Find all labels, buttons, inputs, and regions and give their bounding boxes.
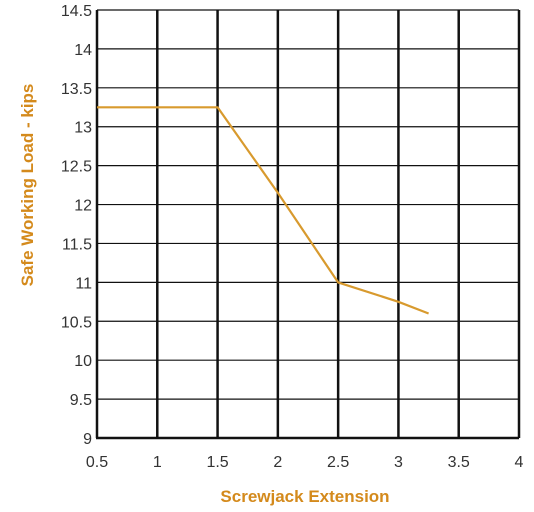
- x-axis-title: Screwjack Extension: [220, 487, 389, 506]
- y-tick-label: 9: [83, 431, 92, 448]
- x-tick-label: 1.5: [206, 454, 228, 471]
- y-tick-label: 10: [74, 353, 92, 370]
- x-tick-label: 2.5: [327, 454, 349, 471]
- x-tick-label: 3: [394, 454, 403, 471]
- y-tick-label: 14: [74, 42, 92, 59]
- y-tick-label: 14.5: [61, 3, 92, 20]
- y-tick-label: 12: [74, 198, 92, 215]
- y-tick-label: 11.5: [62, 236, 92, 253]
- grid: [97, 9, 521, 438]
- y-tick-label: 9.5: [70, 392, 92, 409]
- y-tick-label: 11: [75, 275, 92, 292]
- y-tick-label: 13.5: [61, 81, 92, 98]
- y-tick-label: 10.5: [61, 314, 92, 331]
- series-line: [97, 106, 429, 315]
- y-axis-title: Safe Working Load - kips: [18, 84, 37, 287]
- series-layer: [97, 106, 429, 315]
- y-tick-labels: 9 9.5 10 10.5 11 11.5 12 12.5 13 13.5 14 14.5: [61, 3, 92, 448]
- x-tick-labels: 0.5 1 1.5 2 2.5 3 3.5 4: [86, 454, 524, 471]
- x-tick-label: 0.5: [86, 454, 108, 471]
- y-tick-label: 12.5: [61, 159, 92, 176]
- x-tick-label: 2: [273, 454, 282, 471]
- y-tick-label: 13: [74, 120, 92, 137]
- axes: [95, 10, 519, 440]
- x-tick-label: 3.5: [448, 454, 470, 471]
- x-tick-label: 1: [153, 454, 162, 471]
- x-tick-label: 4: [515, 454, 524, 471]
